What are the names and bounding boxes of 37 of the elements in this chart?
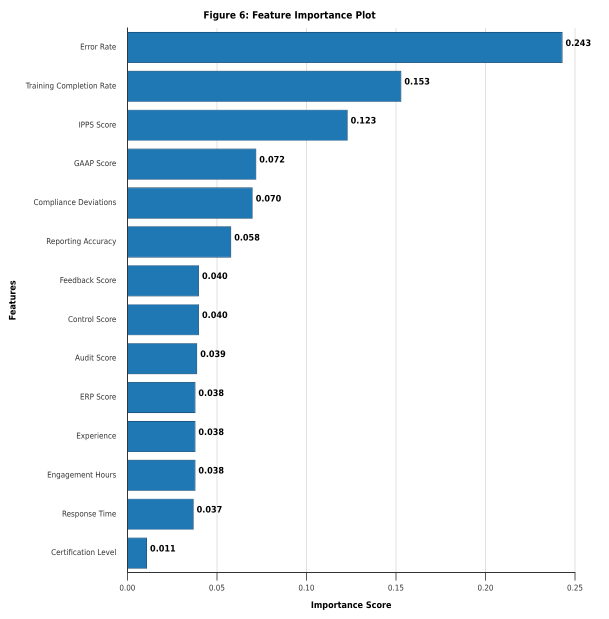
y-tick-label: Feedback Score xyxy=(60,276,117,285)
y-tick-label: Audit Score xyxy=(75,354,117,363)
data-label: 0.040 xyxy=(202,272,228,282)
y-tick-label: Response Time xyxy=(62,509,117,518)
x-tick-label: 0.15 xyxy=(388,583,404,592)
data-label: 0.153 xyxy=(404,78,430,88)
y-axis-title: Features xyxy=(8,280,19,320)
data-label: 0.039 xyxy=(200,350,226,360)
x-tick-label: 0.25 xyxy=(566,583,584,592)
y-tick-label: GAAP Score xyxy=(74,159,117,168)
y-tick-label: IPPS Score xyxy=(78,120,117,130)
data-label: 0.038 xyxy=(198,466,224,477)
x-axis-title: Importance Score xyxy=(310,600,392,611)
data-label: 0.040 xyxy=(202,311,228,322)
chart-title: Figure 6: Feature Importance Plot xyxy=(203,10,376,22)
x-tick-label: 0.05 xyxy=(208,583,225,592)
y-tick-label: Training Completion Rate xyxy=(24,81,117,90)
data-label: 0.038 xyxy=(198,428,224,438)
y-tick-label: Error Rate xyxy=(80,42,117,52)
data-label: 0.072 xyxy=(259,155,285,166)
x-tick-label: 0.20 xyxy=(477,583,494,592)
y-tick-label: Certification Level xyxy=(51,548,116,558)
data-label: 0.243 xyxy=(565,38,592,49)
data-label: 0.070 xyxy=(256,194,282,204)
x-tick-label: 0.00 xyxy=(119,583,136,592)
data-label: 0.037 xyxy=(196,506,222,516)
y-tick-label: Reporting Accuracy xyxy=(46,237,118,246)
data-label: 0.038 xyxy=(198,388,224,399)
data-label: 0.058 xyxy=(234,233,260,244)
y-tick-label: ERP Score xyxy=(80,392,117,402)
y-tick-label: Experience xyxy=(76,432,117,441)
data-label: 0.123 xyxy=(350,116,376,127)
data-label: 0.011 xyxy=(150,544,176,554)
x-tick-label: 0.10 xyxy=(298,583,315,592)
y-tick-label: Engagement Hours xyxy=(47,470,117,480)
y-tick-label: Control Score xyxy=(68,314,117,324)
y-tick-label: Compliance Deviations xyxy=(34,198,117,208)
